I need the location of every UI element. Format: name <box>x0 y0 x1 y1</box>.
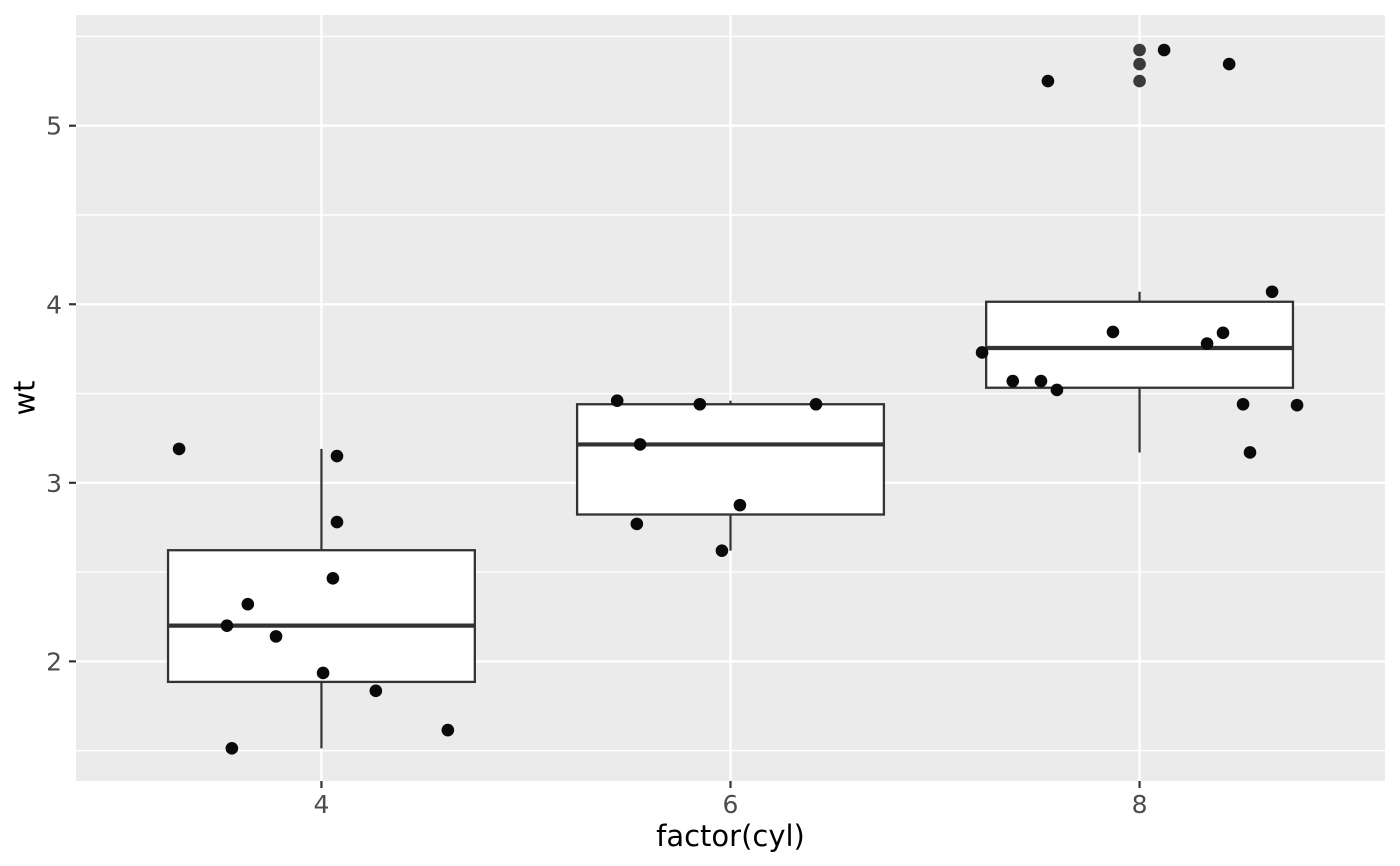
iqr-box <box>985 300 1295 389</box>
jitter-point <box>1200 337 1214 350</box>
boxplot-group-cyl8 <box>975 43 1304 459</box>
jitter-point <box>225 742 239 755</box>
boxplot-group-cyl4 <box>166 442 476 755</box>
jitter-point <box>1050 383 1064 397</box>
jitter-point <box>693 397 707 411</box>
jitter-point <box>975 346 989 359</box>
jitter-point <box>733 498 747 512</box>
jitter-point <box>220 619 234 632</box>
y-tick-label: 5 <box>46 112 62 141</box>
jitter-point <box>269 630 283 643</box>
jitter-point <box>316 666 330 680</box>
jitter-point <box>326 572 340 585</box>
y-tick-label: 4 <box>46 290 62 319</box>
jitter-point <box>172 442 186 456</box>
jitter-point <box>610 394 624 407</box>
jitter-point <box>1006 374 1020 388</box>
outlier-point <box>1133 43 1146 57</box>
jitter-point <box>1041 74 1055 88</box>
outlier-point <box>1133 57 1146 71</box>
x-tick-label: 6 <box>723 790 739 819</box>
outlier-point <box>1133 74 1146 88</box>
boxplot-group-cyl6 <box>575 394 886 557</box>
iqr-box <box>575 403 886 516</box>
y-tick-label: 3 <box>46 469 62 498</box>
jitter-point <box>1034 374 1048 388</box>
jitter-point <box>1243 446 1257 459</box>
jitter-point <box>630 517 644 531</box>
jitter-point <box>1265 285 1279 299</box>
x-axis-title: factor(cyl) <box>656 819 805 853</box>
jitter-point <box>1157 43 1171 57</box>
jitter-point <box>1106 325 1120 339</box>
jitter-point <box>1290 398 1304 412</box>
jitter-point <box>1222 57 1236 71</box>
jitter-point <box>715 544 729 557</box>
jitter-point <box>633 438 647 451</box>
y-axis-title: wt <box>7 380 42 416</box>
jitter-point <box>1216 326 1230 340</box>
jitter-point <box>1236 397 1250 411</box>
x-tick-label: 8 <box>1132 790 1148 819</box>
jitter-point <box>330 449 344 463</box>
iqr-box <box>166 549 476 684</box>
jitter-point <box>369 684 383 698</box>
y-tick-label: 2 <box>46 647 62 676</box>
jitter-point <box>330 515 344 529</box>
jitter-point <box>441 723 455 737</box>
jitter-point <box>809 397 823 411</box>
x-tick-label: 4 <box>313 790 329 819</box>
jitter-point <box>241 597 255 611</box>
